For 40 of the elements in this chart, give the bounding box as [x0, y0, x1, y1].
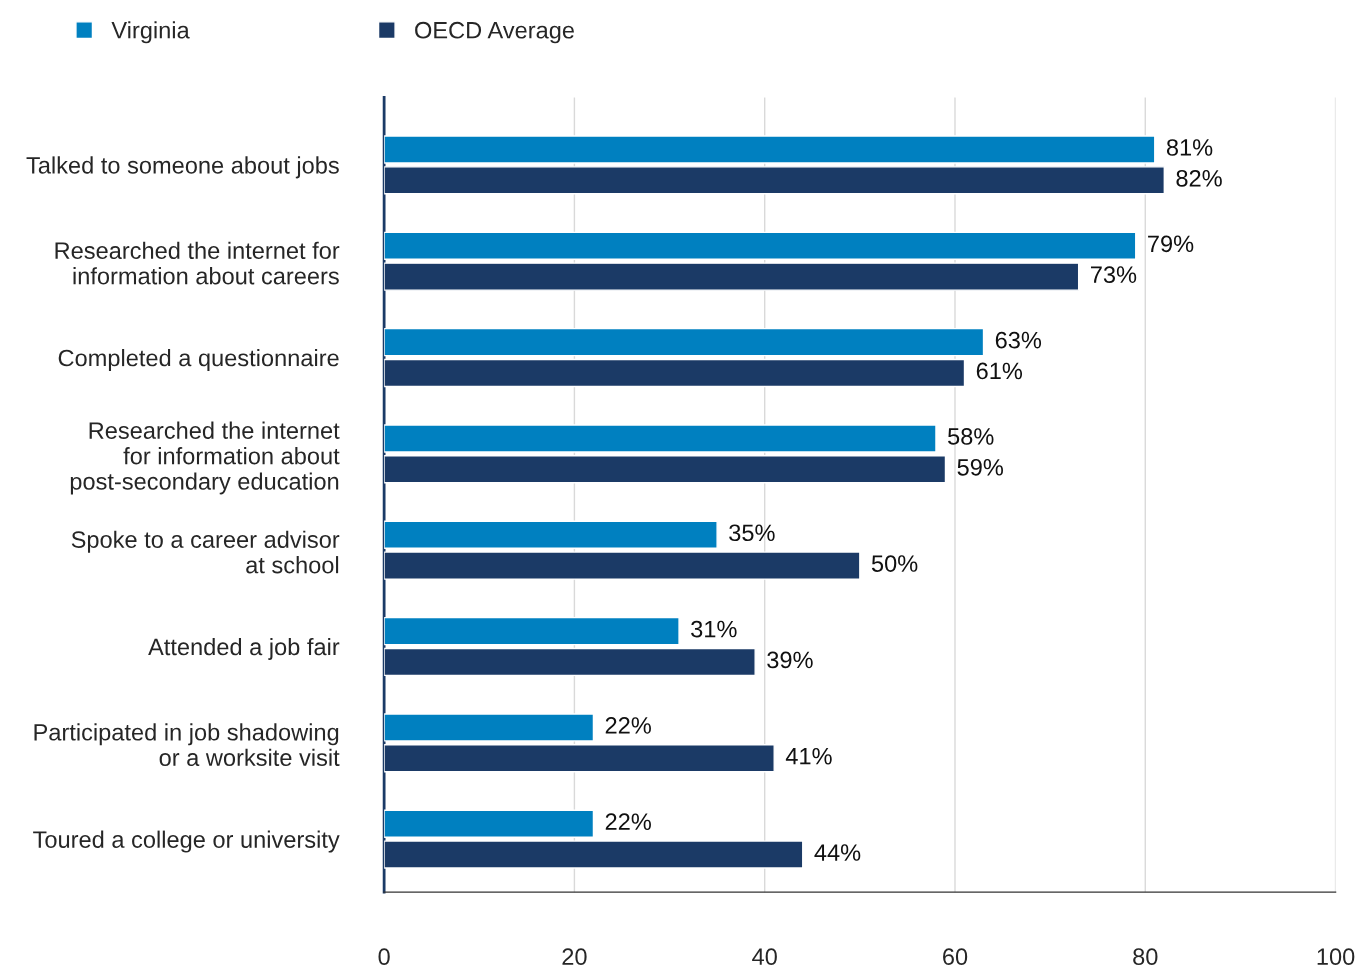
x-tick-label: 20	[562, 948, 587, 966]
bar	[384, 135, 1156, 164]
bar	[384, 616, 680, 646]
data-label: 22%	[605, 813, 651, 830]
x-tick-label: 60	[943, 948, 968, 966]
data-label: 35%	[729, 524, 775, 542]
data-label: 73%	[1090, 266, 1137, 283]
data-label: 82%	[1176, 169, 1222, 187]
data-label: 59%	[957, 458, 1003, 476]
data-label: 58%	[948, 428, 994, 445]
y-tick-label: Completed a questionnaire	[58, 349, 339, 372]
data-label: 31%	[691, 620, 737, 638]
y-tick-label: Participated in job shadowing or a worksite visit	[34, 723, 340, 767]
bar	[384, 520, 718, 549]
data-label: 79%	[1148, 235, 1194, 253]
data-label: 63%	[995, 331, 1042, 349]
legend-label: Virginia	[111, 21, 190, 44]
data-label: 61%	[976, 362, 1023, 380]
y-tick-label: Attended a job fair	[148, 637, 340, 660]
y-tick-label: Talked to someone about jobs	[26, 156, 339, 179]
data-label: 22%	[605, 717, 651, 734]
x-tick-label: 0	[378, 948, 390, 966]
bar	[384, 713, 595, 742]
x-tick-label: 80	[1133, 948, 1158, 966]
bar	[384, 327, 985, 357]
bar	[384, 809, 595, 838]
x-tick-label: 100	[1317, 948, 1355, 966]
data-label: 39%	[767, 651, 813, 669]
y-tick-label: Toured a college or university	[33, 830, 340, 853]
data-label: 81%	[1166, 139, 1213, 156]
legend-label: OECD Average	[415, 21, 574, 44]
data-label: 44%	[814, 844, 861, 861]
data-label: 50%	[871, 555, 918, 572]
y-tick-label: Researched the internet for information about careers	[55, 241, 340, 285]
bar	[384, 424, 937, 453]
data-label: 41%	[785, 747, 832, 765]
y-tick-label: Researched the internet for information about post-secondary education	[70, 421, 340, 495]
bar	[384, 231, 1137, 261]
x-tick-label: 40	[752, 948, 777, 966]
y-tick-label: Spoke to a career advisor at school	[71, 530, 340, 574]
